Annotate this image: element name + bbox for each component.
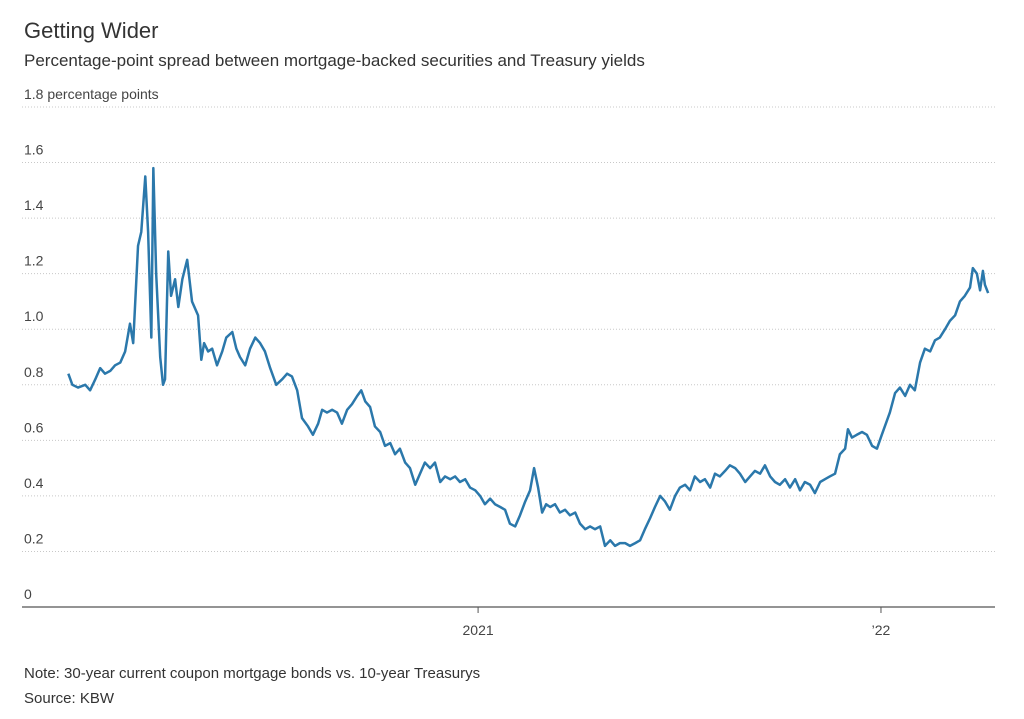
x-tick-label: ’22 — [872, 622, 891, 638]
x-tick-label: 2021 — [463, 622, 494, 638]
y-tick-label: 0.8 — [24, 364, 44, 380]
y-tick-label: 0.6 — [24, 419, 44, 435]
chart-subtitle: Percentage-point spread between mortgage… — [24, 51, 645, 70]
y-tick-label: 0 — [24, 586, 32, 602]
chart-title: Getting Wider — [24, 18, 159, 43]
y-tick-label: 1.0 — [24, 308, 44, 324]
y-tick-label: 1.4 — [24, 197, 44, 213]
y-tick-label: 1.6 — [24, 142, 44, 158]
y-tick-label: 0.4 — [24, 475, 44, 491]
y-tick-label: 1.8 percentage points — [24, 86, 159, 102]
source: Source: KBW — [24, 690, 115, 707]
y-tick-label: 1.2 — [24, 253, 44, 269]
note: Note: 30-year current coupon mortgage bo… — [24, 665, 480, 682]
data-line — [67, 166, 990, 548]
y-tick-label: 0.2 — [24, 530, 44, 546]
